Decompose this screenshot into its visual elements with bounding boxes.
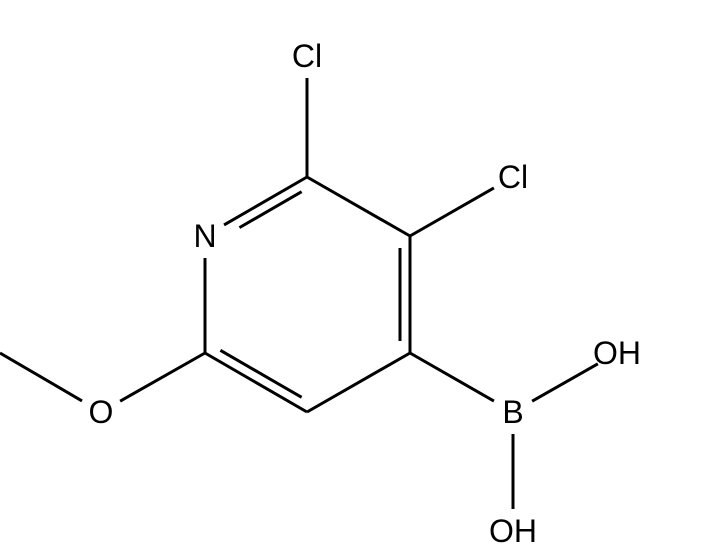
bond	[120, 353, 205, 401]
atom-label-cl2: Cl	[498, 159, 528, 195]
bond	[307, 353, 410, 412]
bond	[220, 350, 301, 397]
atom-label-cl1: Cl	[292, 38, 322, 74]
atom-label-oh2: OH	[489, 513, 537, 549]
bond	[224, 177, 307, 225]
bond	[532, 364, 598, 401]
atom-label-b: B	[502, 394, 523, 430]
bond	[410, 353, 494, 401]
bond	[307, 177, 410, 236]
bond	[205, 353, 307, 412]
atom-label-n: N	[193, 218, 216, 254]
bond	[410, 188, 494, 236]
atom-label-oh1: OH	[593, 335, 641, 371]
atom-label-o: O	[89, 394, 114, 430]
bond	[0, 353, 82, 401]
